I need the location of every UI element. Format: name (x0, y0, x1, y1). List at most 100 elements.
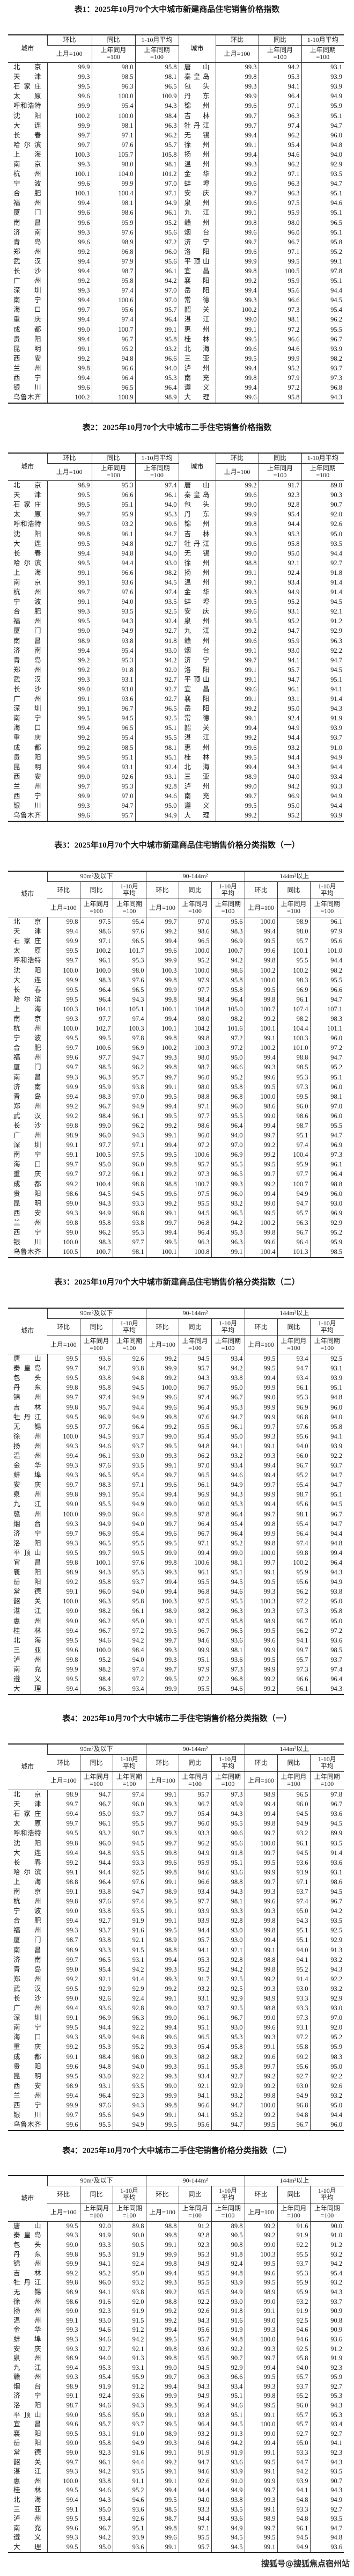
index-value: 98.8 (112, 1179, 146, 1190)
city-name: 沈阳 (13, 112, 41, 120)
index-value: 99.4 (145, 1101, 179, 1112)
index-value: 94.6 (178, 2466, 212, 2477)
index-value: 93.8 (211, 1373, 245, 1383)
index-value: 94.2 (211, 2439, 245, 2448)
table-row: 蚌埠 99.3 96.5 95.4 99.7 96.5 94.6 99.4 95.2 94.7 (8, 1470, 344, 1480)
index-value: 99.9 (47, 1082, 80, 1092)
index-value: 95.8 (258, 392, 301, 403)
city-name: 郑州 (13, 666, 41, 674)
index-value: 94.9 (277, 1819, 311, 1829)
index-value: 99.6 (145, 1402, 179, 1413)
index-value: 95.7 (178, 1363, 212, 1374)
index-value: 98.8 (47, 1877, 80, 1887)
table-row: 呼和浩特 99.9 95.4 94.3 锦州 99.6 97.1 95.9 (8, 101, 344, 111)
index-value: 99.4 (145, 1490, 179, 1500)
index-value: 98.1 (135, 159, 179, 170)
table-row: 合肥 99.4 92.7 91.9 99.1 93.9 92.8 99.8 94.3 93.5 (8, 1916, 344, 1926)
index-value: 95.4 (79, 1965, 113, 1975)
index-value: 96.6 (211, 1062, 245, 1072)
index-value: 93.6 (309, 1636, 344, 1646)
size-group-header: 90-144m² (145, 2176, 245, 2186)
index-value: 99.8 (178, 1033, 212, 1043)
index-value: 99.1 (215, 694, 259, 704)
index-value: 94.3 (309, 1965, 344, 1975)
index-value: 99.5 (244, 1208, 278, 1218)
table-row: 丹东 99.8 95.8 94.5 100.0 96.7 95.0 99.9 96.1 95.1 (8, 1383, 344, 1393)
index-value: 99.8 (244, 1538, 278, 1549)
index-value: 99.3 (145, 2052, 179, 2062)
index-value: 92.4 (135, 616, 179, 626)
city-name: 长沙 (13, 267, 41, 275)
index-value: 94.1 (211, 1441, 245, 1451)
index-value: 96.6 (91, 490, 135, 500)
column-header: 同比 (91, 453, 135, 464)
index-value: 99.9 (145, 1363, 179, 1374)
index-value: 94.9 (277, 2542, 311, 2553)
index-value: 99.6 (145, 1392, 179, 1403)
index-value: 96.7 (79, 1101, 113, 1112)
index-value: 94.9 (135, 811, 179, 821)
index-value: 95.4 (277, 1480, 311, 1490)
city-name: 上海 (13, 1005, 41, 1013)
index-value: 94.2 (79, 2533, 113, 2543)
index-value: 96.4 (135, 383, 179, 393)
index-value: 94.6 (79, 2325, 113, 2335)
index-value: 94.9 (112, 2439, 146, 2448)
index-value: 93.6 (211, 1636, 245, 1646)
index-value: 99.0 (47, 1994, 80, 2004)
index-value: 99.4 (47, 257, 92, 267)
index-value: 92.4 (112, 2259, 146, 2269)
index-value: 94.4 (309, 955, 344, 966)
index-value: 99.7 (215, 655, 259, 666)
city-name: 无锡 (178, 130, 216, 141)
size-group-header: 90m²及以下 (47, 2176, 146, 2186)
index-value: 92.5 (309, 1354, 344, 1364)
index-value: 95.2 (258, 363, 301, 374)
index-value: 99.0 (215, 315, 259, 325)
column-header: 上月=100 (215, 45, 259, 63)
index-value: 100.0 (47, 1509, 80, 1520)
index-value: 95.2 (178, 1965, 212, 1975)
index-value: 95.2 (309, 2032, 344, 2042)
index-value: 96.3 (211, 1237, 245, 1247)
city-name: 兰州 (13, 2091, 41, 2099)
index-value: 96.1 (258, 684, 301, 695)
index-value: 94.8 (91, 549, 135, 559)
index-value: 100.0 (244, 917, 278, 927)
table-row: 北海 99.4 94.3 94.6 99.5 94.0 93.8 99.3 94.8 94.9 (8, 2495, 344, 2505)
city-name: 襄阳 (178, 694, 216, 704)
index-value: 95.2 (112, 2486, 146, 2495)
index-value: 98.1 (258, 315, 301, 325)
index-value: 99.1 (215, 713, 259, 724)
index-value: 99.3 (215, 159, 259, 170)
column-header: 上月=100 (244, 899, 278, 917)
index-value: 94.5 (79, 1432, 113, 1442)
index-value: 99.2 (244, 1179, 278, 1190)
table-row: 长沙 99.0 92.6 92.4 99.1 93.1 92.9 98.9 93.3 92.9 (8, 1994, 344, 2004)
index-value: 93.2 (178, 1984, 212, 1994)
index-value: 94.7 (79, 1363, 113, 1374)
index-value: 97.3 (277, 1665, 311, 1675)
index-value: 97.3 (258, 305, 301, 315)
city-name: 洛阳 (13, 2402, 41, 2410)
index-value: 96.3 (79, 1684, 113, 1695)
index-value: 95.5 (211, 1819, 245, 1829)
city-name: 牡丹江 (13, 1413, 41, 1421)
index-value: 95.1 (211, 1567, 245, 1578)
index-value: 94.3 (178, 1373, 212, 1383)
index-value: 95.7 (178, 1935, 212, 1945)
index-value: 89.8 (301, 480, 344, 491)
index-value: 98.3 (79, 975, 113, 986)
index-value: 96.9 (79, 1412, 113, 1422)
index-value: 99.0 (79, 1509, 113, 1520)
index-value: 94.8 (277, 2110, 311, 2120)
index-value: 93.8 (79, 1887, 113, 1897)
index-value: 98.8 (215, 558, 259, 568)
index-value: 97.4 (91, 315, 135, 325)
index-value: 94.5 (301, 597, 344, 607)
index-value: 99.5 (244, 2120, 278, 2130)
index-value: 99.3 (244, 2032, 278, 2042)
index-value: 97.5 (258, 198, 301, 208)
index-value: 96.3 (178, 1237, 212, 1247)
city-header: 城市 (178, 35, 216, 63)
